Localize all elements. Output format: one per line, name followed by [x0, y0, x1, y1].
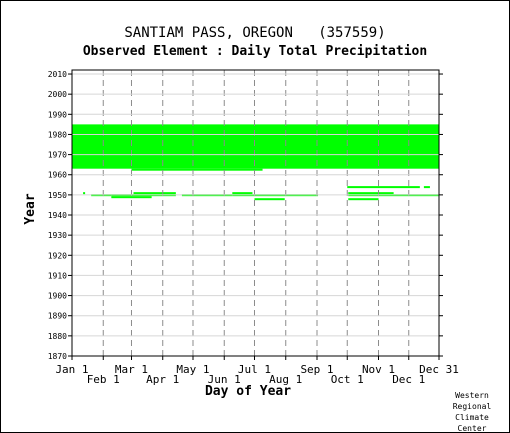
data-layer — [72, 124, 439, 201]
y-tick-label: 1950 — [48, 191, 67, 200]
credit-line: Regional — [452, 402, 492, 411]
y-tick-label: 1880 — [48, 332, 67, 341]
credit-block: Western Regional Climate Center — [447, 390, 497, 433]
y-tick-label: 1900 — [48, 292, 67, 301]
x-tick-label: Jan 1 — [55, 363, 88, 376]
data-segment — [133, 196, 152, 199]
grid-layer — [72, 70, 439, 357]
credit-line: Western — [455, 391, 489, 400]
plot-border — [71, 69, 440, 357]
x-axis-label: Day of Year — [205, 384, 291, 399]
data-segment — [133, 192, 176, 195]
x-tick-label: Dec 1 — [392, 373, 425, 386]
x-tick-label: Apr 1 — [146, 373, 179, 386]
data-segment — [423, 186, 430, 189]
x-tick-label: Jul 1 — [238, 363, 271, 376]
x-tick-label: Mar 1 — [115, 363, 148, 376]
data-segment — [254, 198, 285, 201]
data-segment — [83, 192, 86, 195]
credit-line: Center — [457, 424, 487, 433]
x-tick-label: Oct 1 — [331, 373, 364, 386]
y-tick-label: 1960 — [48, 171, 67, 180]
y-tick-label: 2000 — [48, 90, 67, 99]
credit-line: Climate — [455, 413, 489, 422]
y-tick-label: 1930 — [48, 231, 67, 240]
x-tick-label: Sep 1 — [300, 363, 333, 376]
x-tick-label: May 1 — [176, 363, 209, 376]
y-tick-label: 1910 — [48, 271, 67, 280]
x-tick-label: Dec 31 — [419, 363, 459, 376]
y-tick-label: 2010 — [48, 70, 67, 79]
data-segment — [72, 124, 439, 169]
data-segment — [347, 186, 420, 189]
y-axis-label: Year — [23, 193, 38, 224]
chart-subtitle: Observed Element : Daily Total Precipita… — [82, 44, 428, 59]
y-tick-label: 1990 — [48, 110, 67, 119]
y-tick-label: 1890 — [48, 312, 67, 321]
x-tick-label: Jun 1 — [208, 373, 241, 386]
x-tick-label: Aug 1 — [269, 373, 302, 386]
data-segment — [111, 196, 134, 199]
y-tick-label: 1920 — [48, 251, 67, 260]
data-segment — [348, 198, 379, 201]
data-segment — [232, 192, 253, 195]
x-tick-label: Feb 1 — [87, 373, 120, 386]
axes-layer: 1870 1880 1890 1900 1910 1920 1930 1940 1950 1960… — [48, 69, 459, 386]
data-segment — [131, 168, 263, 171]
y-tick-label: 1970 — [48, 151, 67, 160]
y-tick-label: 1870 — [48, 352, 67, 361]
chart-title: SANTIAM PASS, OREGON (357559) — [124, 25, 386, 41]
y-tick-label: 1940 — [48, 211, 67, 220]
x-tick-label: Nov 1 — [362, 363, 395, 376]
data-segment — [348, 192, 394, 195]
y-tick-label: 1980 — [48, 130, 67, 139]
